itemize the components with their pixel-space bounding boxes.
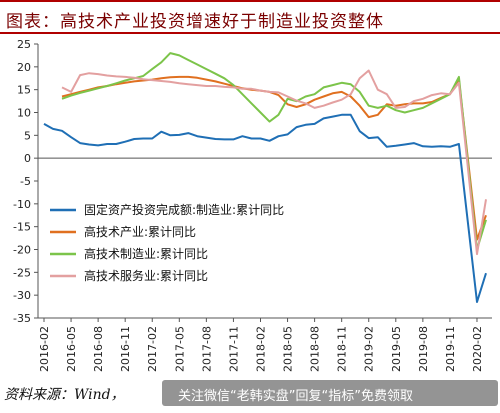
y-tick-label: 5: [24, 129, 31, 142]
y-tick-label: 20: [17, 61, 31, 74]
y-tick-label: -30: [13, 289, 31, 302]
y-tick-label: -5: [20, 175, 31, 188]
y-tick-label: 10: [17, 107, 31, 120]
chart-axes: -35 -30 -25 -20 -15 -10 -5 0 5 10 15 20 25 2016-02 201…: [13, 38, 492, 372]
x-tick-label: 2017-11: [227, 326, 240, 372]
series-line-0: [43, 113, 487, 303]
y-tick-label: 0: [24, 152, 31, 165]
x-tick-label: 2018-02: [254, 326, 267, 372]
y-tick-label: -15: [13, 221, 31, 234]
y-tick-label: -25: [13, 266, 31, 279]
y-tick-label: 15: [17, 84, 31, 97]
x-tick-label: 2017-02: [146, 326, 159, 372]
line-chart: -35 -30 -25 -20 -15 -10 -5 0 5 10 15 20 25 2016-02 201…: [13, 38, 492, 372]
x-tick-label: 2019-08: [417, 326, 430, 372]
x-tick-label: 2020-02: [471, 326, 484, 372]
source-note: 资料来源：Wind，: [4, 387, 125, 403]
series-layer: [43, 52, 487, 303]
y-tick-label: 25: [17, 38, 31, 51]
x-tick-label: 2018-05: [282, 326, 295, 372]
x-tick-label: 2017-08: [200, 326, 213, 372]
x-tick-label: 2016-05: [65, 326, 78, 372]
watermark-text: 关注微信“老韩实盘”回复“指标”免费领取: [178, 389, 413, 404]
x-tick-label: 2019-11: [444, 326, 457, 372]
x-tick-label: 2018-08: [309, 326, 322, 372]
series-line-2: [61, 52, 487, 251]
x-tick-label: 2016-11: [119, 326, 132, 372]
x-tick-label: 2019-02: [363, 326, 376, 372]
legend: 固定资产投资完成额:制造业:累计同比高技术产业:累计同比高技术制造业:累计同比高…: [50, 202, 284, 283]
x-tick-label: 2016-08: [92, 326, 105, 372]
legend-label-2: 高技术制造业:累计同比: [84, 246, 208, 261]
x-tick-label: 2016-02: [38, 326, 51, 372]
chart-title: 图表：高技术产业投资增速好于制造业投资整体: [6, 12, 384, 32]
legend-label-3: 高技术服务业:累计同比: [84, 268, 208, 283]
x-tick-label: 2017-05: [173, 326, 186, 372]
y-tick-label: -35: [13, 312, 31, 325]
legend-label-0: 固定资产投资完成额:制造业:累计同比: [84, 202, 284, 217]
y-tick-label: -20: [13, 244, 31, 257]
x-tick-label: 2018-11: [336, 326, 349, 372]
legend-label-1: 高技术产业:累计同比: [84, 224, 196, 239]
series-line-3: [61, 69, 487, 256]
y-tick-label: -10: [13, 198, 31, 211]
x-tick-label: 2019-05: [390, 326, 403, 372]
watermark-banner: [162, 380, 498, 406]
title-bar: 图表：高技术产业投资增速好于制造业投资整体: [0, 0, 500, 34]
